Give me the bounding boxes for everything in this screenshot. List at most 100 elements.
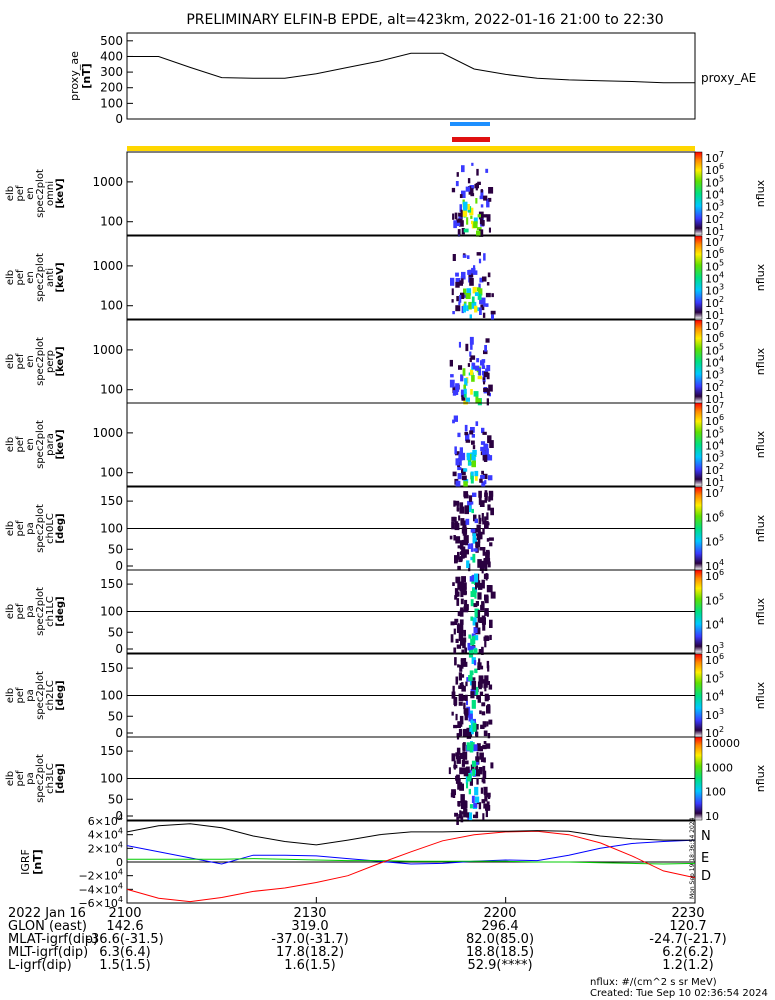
panel-tick-label: 150: [100, 661, 123, 675]
igrf-legend-n: N: [701, 829, 711, 844]
spectrogram-cell: [463, 301, 467, 305]
spectrogram-cell: [460, 209, 463, 218]
spectrogram-cell: [460, 374, 464, 382]
colorbar-tick-label: 107: [705, 318, 724, 333]
spectrogram-cell: [468, 769, 472, 775]
spectrogram-cell: [476, 533, 481, 540]
spectrogram-cell: [473, 514, 477, 522]
spectrogram-cell: [478, 368, 481, 376]
footer-value: 319.0: [291, 919, 329, 934]
spectrogram-cell: [484, 635, 489, 641]
spectrogram-cell: [481, 579, 485, 589]
spectrogram-cell: [462, 695, 467, 701]
spectrogram-cell: [472, 445, 476, 450]
panel-tick-label: 100: [100, 215, 123, 229]
panel-yaxis-label-line: pa: [25, 522, 36, 534]
spectrogram-cell: [462, 661, 468, 667]
spectrogram-cell: [486, 721, 489, 727]
panel-yaxis-label-line: pef: [15, 520, 26, 537]
spectrogram-cell: [483, 350, 488, 355]
spectrogram-cell: [473, 803, 478, 808]
spectrogram-cell: [453, 647, 457, 654]
panel-yaxis-label-line: pef: [15, 770, 26, 787]
spectrogram-cell: [456, 644, 462, 649]
spectrogram-cell: [451, 791, 456, 796]
panel-tick-label: 100: [100, 772, 123, 786]
panel-yaxis-label-line: elb: [5, 437, 16, 452]
igrf-line-total: [126, 823, 695, 846]
colorbar-tick-label: 1000: [705, 761, 733, 774]
spectrogram-cell: [482, 765, 486, 772]
spectrogram-cell: [480, 475, 485, 479]
panel-yaxis-label-line: [keV]: [55, 178, 66, 208]
spectrogram-cell: [457, 473, 462, 480]
spectrogram-cell: [450, 634, 454, 643]
spectrogram-cell: [482, 312, 486, 318]
spectrogram-cell: [454, 812, 458, 817]
spectrogram-cell: [460, 389, 464, 394]
spectrogram-cell: [487, 435, 492, 444]
spectrogram-cell: [461, 306, 464, 314]
spectrogram-cell: [461, 271, 466, 278]
spectrogram-cell: [482, 623, 486, 631]
panel-yaxis-label-line: ch0LC: [45, 513, 56, 544]
spectrogram-cell: [452, 254, 456, 261]
spectrogram-cell: [470, 471, 474, 480]
panel-yaxis-label-line: ch1LC: [45, 596, 56, 627]
spectrogram-cell: [463, 629, 466, 637]
spectrogram-cell: [456, 774, 460, 780]
colorbar-tick-label: 10: [705, 810, 719, 823]
colorbar-tick-label: 107: [705, 234, 724, 249]
spectrogram-cell: [462, 305, 466, 313]
spectrogram-cell: [468, 461, 472, 466]
panel-tick-label: 0: [115, 642, 123, 656]
spectrogram-cell: [461, 550, 465, 558]
spectrogram-cell: [463, 384, 466, 390]
spectrogram-cell: [461, 452, 466, 461]
spectrogram-cell: [470, 717, 473, 723]
spectrogram-cell: [451, 521, 455, 530]
panel-tick-label: 1000: [92, 259, 123, 273]
panel-yaxis-label-line: pef: [15, 353, 26, 370]
igrf-tick-label: −2×104: [78, 868, 123, 883]
spectrogram-cell: [467, 642, 471, 651]
panel-tick-label: 150: [100, 744, 123, 758]
footer-row-label: MLAT-igrf(dip): [8, 932, 99, 947]
spectrogram-cell: [473, 627, 478, 634]
panel-yaxis-label-line: [deg]: [55, 763, 66, 793]
spectrogram-cell: [459, 194, 463, 198]
footer-value: 6.2(6.2): [662, 945, 714, 960]
panel-frame: [126, 151, 696, 236]
spectrogram-cell: [472, 270, 478, 275]
spectrogram-cell: [471, 162, 474, 166]
spectrogram-cell: [455, 458, 460, 466]
colorbar-tick-label: 101: [705, 391, 724, 406]
spectrogram-cell: [468, 675, 473, 681]
spectrogram-cell: [479, 478, 483, 483]
panel-tick-label: 100: [100, 466, 123, 480]
spectrogram-cell: [485, 303, 489, 307]
panel-tick-label: 0: [115, 726, 123, 740]
ae-tick-label: 500: [100, 34, 123, 48]
spectrogram-cell: [487, 665, 490, 672]
spectrogram-cell: [478, 680, 483, 688]
spectrogram-cell: [485, 809, 488, 818]
spectrogram-cell: [470, 691, 475, 699]
igrf-yaxis-label: IGRF[nT]: [19, 849, 44, 875]
footer-row-label: L-igrf(dip): [8, 958, 72, 973]
spectrogram-cell: [461, 685, 466, 692]
spectrogram-cell: [479, 547, 483, 551]
spectrogram-cell: [468, 718, 471, 722]
spectrogram-cell: [455, 500, 460, 506]
spectrogram-cell: [483, 558, 487, 568]
spectrogram-cell: [455, 181, 459, 187]
spectrogram-cell: [466, 560, 470, 569]
panel-yaxis-label-line: [keV]: [55, 346, 66, 376]
spectrogram-cell: [459, 294, 462, 303]
colorbar-tick-label: 106: [705, 162, 724, 177]
spectrogram-cell: [452, 213, 455, 220]
spectrogram-cell: [470, 543, 474, 552]
spectrogram-cell: [461, 190, 466, 198]
ae-frame: [126, 32, 696, 120]
spectrogram-cell: [451, 753, 456, 762]
